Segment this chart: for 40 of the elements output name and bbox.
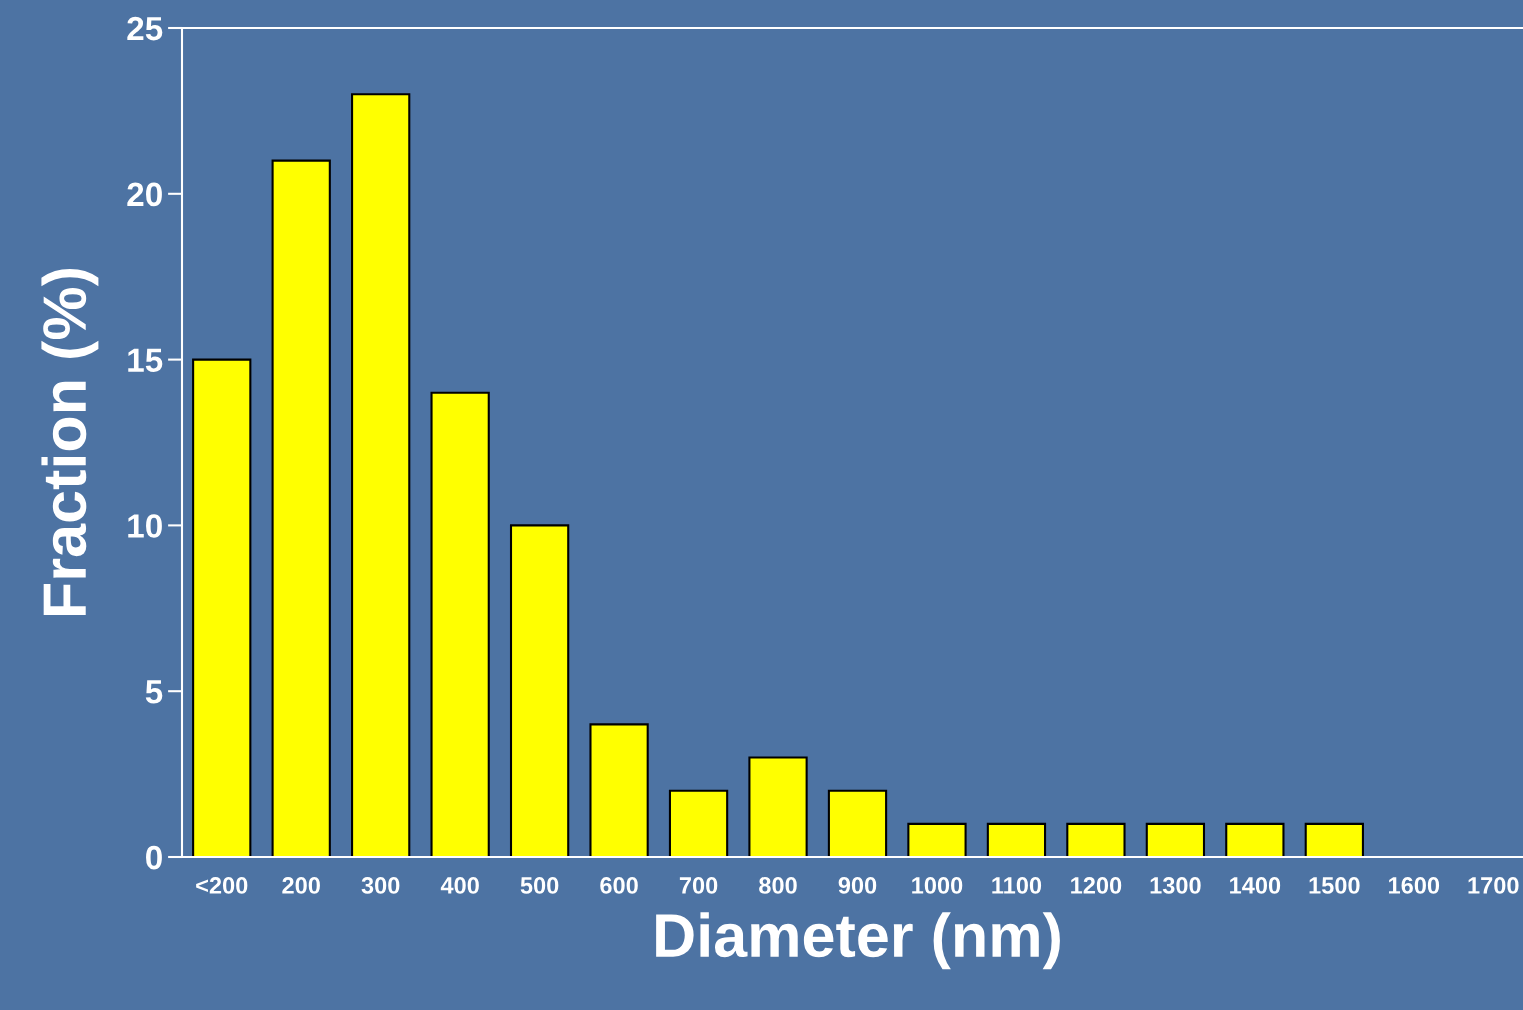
bar — [509, 524, 570, 857]
bar — [1066, 822, 1126, 857]
bar — [827, 789, 888, 857]
x-tick-label: 300 — [361, 877, 400, 894]
x-tick-label: 1000 — [912, 877, 963, 894]
x-tick-label: 600 — [600, 877, 638, 894]
x-tick-label: 1200 — [1071, 877, 1122, 894]
x-tick-label: 1100 — [992, 877, 1042, 894]
y-tick-label: 25 — [127, 16, 163, 41]
bar — [430, 391, 490, 857]
bar — [192, 358, 252, 857]
x-tick-label: 1400 — [1230, 877, 1281, 894]
bar — [1225, 822, 1285, 857]
x-tick-label: 1500 — [1309, 877, 1360, 894]
bar — [271, 159, 331, 857]
x-tick-label: 700 — [679, 877, 718, 894]
bar — [907, 822, 967, 857]
bar — [986, 822, 1047, 857]
x-tick-label: 1300 — [1150, 877, 1201, 894]
x-tick-label: <200 — [196, 877, 248, 894]
y-tick-label: 0 — [146, 845, 162, 870]
y-tick-label: 20 — [127, 182, 162, 207]
bar — [351, 93, 411, 857]
x-tick-label: 400 — [440, 877, 479, 894]
y-tick-label: 5 — [145, 680, 163, 704]
x-axis-title: Diameter (nm) — [656, 912, 1060, 970]
x-tick-label: 500 — [520, 877, 559, 894]
x-tick-label: 900 — [838, 877, 877, 894]
x-tick-label: 1600 — [1389, 877, 1440, 894]
bar — [1304, 822, 1364, 857]
y-tick-label: 15 — [128, 348, 163, 373]
y-tick-label: 10 — [128, 514, 162, 538]
bar — [1145, 822, 1206, 857]
x-tick-label: 200 — [282, 877, 320, 894]
x-tick-label: 800 — [759, 877, 797, 894]
bar — [589, 723, 649, 857]
y-axis-title: Fraction (%) — [41, 268, 99, 615]
x-tick-label: 1700 — [1468, 877, 1519, 894]
bar — [748, 756, 808, 857]
bar — [668, 789, 729, 857]
